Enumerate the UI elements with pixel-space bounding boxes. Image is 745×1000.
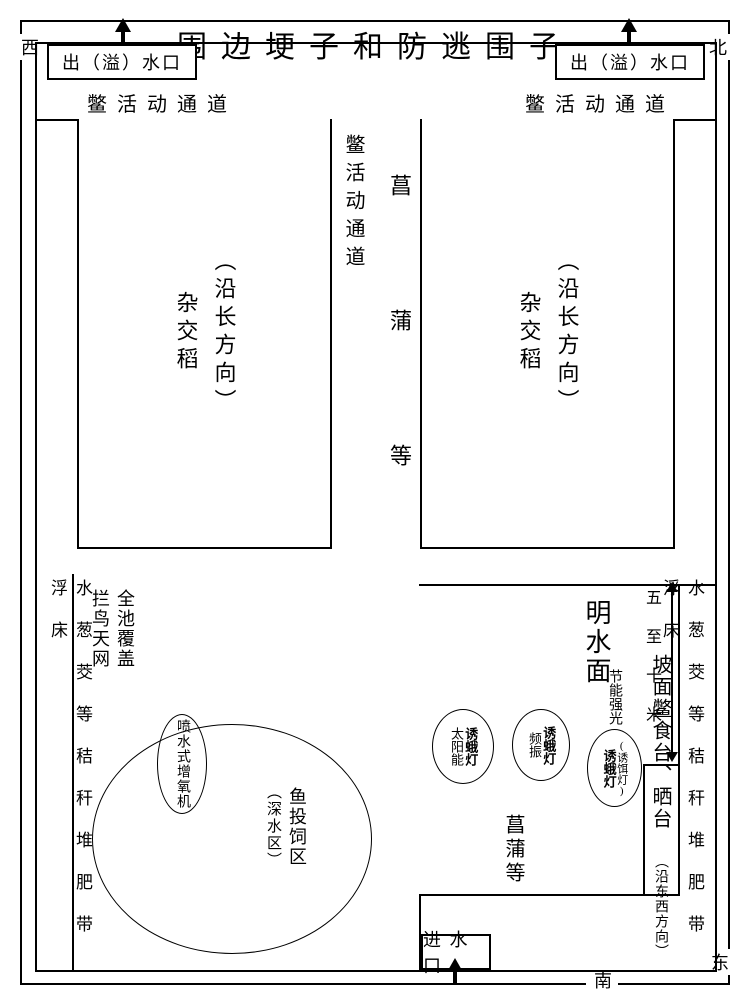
inlet-arrow	[447, 958, 463, 972]
lamp-solar-l2: 诱蛾灯	[463, 727, 477, 766]
rice-left-sub: （沿长方向）	[208, 249, 240, 417]
inlet-arrow-line	[453, 970, 457, 984]
outlet-right-label: 出（溢）水口	[570, 49, 690, 75]
inner-pond-boundary: 出（溢）水口 出（溢）水口 鳖活动通道 鳖活动通道 杂交稻 （沿长方向） 杂交稻…	[35, 42, 717, 972]
calamus-slope: 菖蒲等	[499, 814, 528, 886]
rice-field-right: 杂交稻 （沿长方向）	[420, 119, 675, 549]
channel-top-left: 鳖活动通道	[87, 88, 237, 117]
float-bed-right-border	[678, 584, 680, 894]
fish-zone-ellipse	[92, 724, 372, 954]
fish-zone-label: 鱼投饲区 （深水区）	[262, 784, 310, 869]
calamus-char-1: 菖	[383, 174, 415, 196]
lamp-freq: 频振 诱蛾灯	[512, 709, 570, 781]
lamp-solar: 太阳能 诱蛾灯	[432, 709, 494, 784]
arrow-outlet-left	[115, 18, 131, 32]
lamp-solar-l1: 太阳能	[449, 727, 463, 766]
rice-right-label: 杂交稻	[513, 291, 545, 375]
outlet-left-box: 出（溢）水口	[47, 44, 197, 80]
channel-middle: 鳖活动通道	[339, 134, 368, 274]
range-arrow-up	[666, 582, 678, 592]
bird-net-l2: 拦鸟天网	[87, 589, 113, 669]
slope-main: 坡面鳖食台、晒台 （沿东西方向）	[646, 654, 675, 959]
channel-top-right: 鳖活动通道	[525, 88, 675, 117]
lamp-energy-top: 节能强光	[604, 669, 624, 725]
calamus-char-3: 等	[383, 444, 415, 466]
rice-right-sub: （沿长方向）	[551, 249, 583, 417]
arrow-outlet-right-line	[627, 32, 631, 44]
lamp-energy-l2: (诱饵灯)	[616, 740, 628, 797]
aerator-label: 喷水式增氧机	[172, 719, 192, 809]
slope-main-text: 坡面鳖食台、晒台	[649, 654, 671, 830]
float-bed-left-border	[72, 574, 74, 970]
aerator: 喷水式增氧机	[157, 714, 207, 814]
bird-net-l1: 全池覆盖	[112, 589, 138, 669]
arrow-outlet-left-line	[121, 32, 125, 44]
rice-field-left: 杂交稻 （沿长方向）	[77, 119, 332, 549]
rice-left-label: 杂交稻	[170, 291, 202, 375]
compass-south: 南	[586, 971, 618, 989]
divider-inlet-top	[419, 894, 645, 896]
fish-l2: （深水区）	[265, 784, 281, 869]
outlet-left-label: 出（溢）水口	[62, 49, 182, 75]
slope-border-left	[643, 764, 645, 894]
fish-l1: 鱼投饲区	[287, 787, 307, 867]
rice-right-top-ext	[675, 119, 715, 121]
calamus-char-2: 蒲	[383, 309, 415, 331]
lamp-freq-l1: 频振	[527, 732, 541, 758]
lamp-energy-l1: 诱蛾灯	[601, 749, 615, 788]
lamp-energy: 诱蛾灯 (诱饵灯)	[587, 729, 642, 807]
outlet-right-box: 出（溢）水口	[555, 44, 705, 80]
arrow-outlet-right	[621, 18, 637, 32]
slope-sub-text: （沿东西方向）	[653, 854, 668, 959]
lamp-freq-l2: 诱蛾灯	[541, 726, 555, 765]
rice-left-top-ext	[37, 119, 77, 121]
